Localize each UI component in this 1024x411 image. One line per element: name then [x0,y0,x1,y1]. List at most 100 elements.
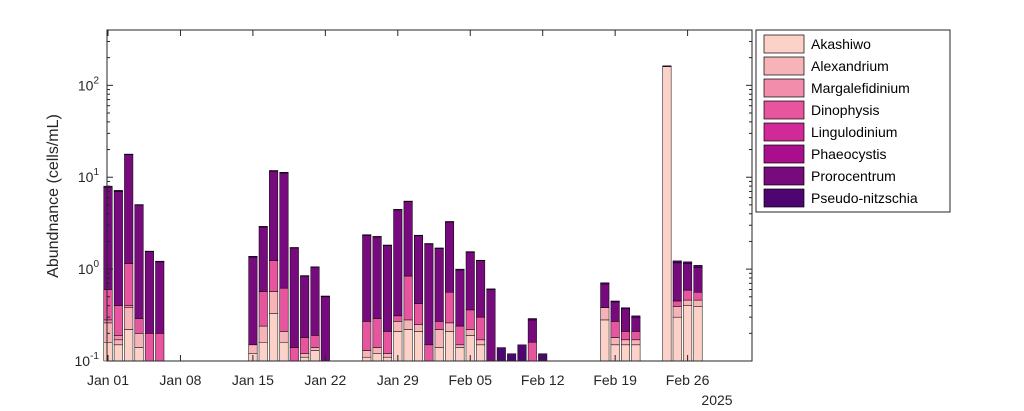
bar-segment [693,299,703,307]
bar-segment [155,261,165,334]
bar-segment [310,335,320,348]
bar-segment [300,353,310,358]
bar-segment [631,315,641,318]
bar-segment [631,331,641,341]
bar-segment [476,316,486,341]
bar-segment [476,344,486,362]
bar-segment [113,305,123,336]
bar-segment [610,321,620,338]
bar-segment [683,263,693,291]
bar-segment [103,319,113,324]
bar-segment [372,236,382,319]
bar-segment [631,316,641,332]
bar-segment [414,324,423,332]
legend-swatch [763,100,805,120]
bar-segment [372,236,382,238]
bar-segment [455,269,465,327]
bar-segment [683,289,693,301]
bar-segment [372,347,382,354]
bar-segment [672,260,682,264]
bar-segment [258,341,268,362]
bar-segment [320,296,330,362]
bar-segment [113,335,123,341]
bar-segment [300,337,310,354]
bar-segment [382,353,392,358]
bar-segment [269,313,279,362]
bar-segment [465,251,475,311]
legend-swatch [763,144,805,164]
legend-label: Margalefidinium [811,80,910,96]
legend-label: Akashiwo [811,36,871,52]
bar-segment [289,247,299,348]
bar-segment [382,331,392,354]
x-tick-label: Feb 19 [593,372,637,388]
bar-segment [434,321,444,330]
bar-segment [279,287,289,332]
bar-segment [134,333,144,348]
y-tick-label: 102 [78,75,100,93]
bar-segment [372,318,382,348]
bar-segment [424,243,434,346]
bar-segment [155,333,165,362]
bar-segment [672,316,682,362]
bar-segment [310,266,320,336]
bar-segment [455,347,465,362]
legend-label: Dinophysis [811,102,879,118]
bar-segment [372,353,382,362]
x-tick-label: Jan 15 [232,372,274,388]
bar-segment [610,301,620,322]
bar-segment [455,325,465,346]
x-year-label: 2025 [701,392,732,408]
x-tick-label: Jan 01 [87,372,129,388]
bar-segment [527,341,537,362]
x-tick-label: Jan 29 [377,372,419,388]
y-axis-ticks: 10-1 100 101 102 [75,29,752,369]
bar-segment [144,333,154,362]
bar-segment [610,337,620,346]
bar-segment [693,306,703,362]
bar-segment [113,344,123,362]
bar-segment [621,339,630,346]
bar-segment [403,329,413,362]
bar-segment [621,344,630,362]
bar-segment [445,331,455,362]
legend-label: Pseudo-nitzschia [811,190,918,206]
bar-segment [455,268,465,271]
bar-segment [103,289,113,321]
axes-box [106,29,753,362]
bar-segment [455,344,465,348]
bar-segment [621,308,630,332]
bar-segment [600,282,610,285]
bar-segment [414,331,423,362]
bar-segment [258,226,268,292]
bar-segment [279,341,289,362]
legend-swatch [763,78,805,98]
y-tick-label: 100 [78,259,100,277]
legend-label: Lingulodinium [811,124,897,140]
bar-segment [486,289,496,362]
axes [106,29,753,362]
bar-segment [124,307,134,330]
bar-segment [486,288,496,290]
x-tick-label: Feb 12 [521,372,565,388]
bar-segment [269,170,279,261]
legend-swatch [763,56,805,76]
legend-swatch [763,188,805,208]
bar-segment [279,331,289,343]
bar-segment [134,204,144,319]
bar-segment [310,347,320,351]
legend-swatch [763,34,805,54]
bar-segment [672,262,682,302]
bar-segment [507,353,517,362]
bar-segment [144,250,154,252]
bar-segment [362,234,372,236]
legend-swatch [763,122,805,142]
bar-segment [393,209,403,211]
bar-segment [445,322,455,332]
y-tick-label: 10-1 [75,351,100,369]
bar-segment [310,350,320,362]
bar-segment [248,344,258,354]
bar-segment [672,300,682,307]
bar-segment [279,172,289,289]
x-axis-ticks: Jan 01 Jan 08 Jan 15 Jan 22 Jan 29 Feb 05 Feb … [87,30,710,388]
